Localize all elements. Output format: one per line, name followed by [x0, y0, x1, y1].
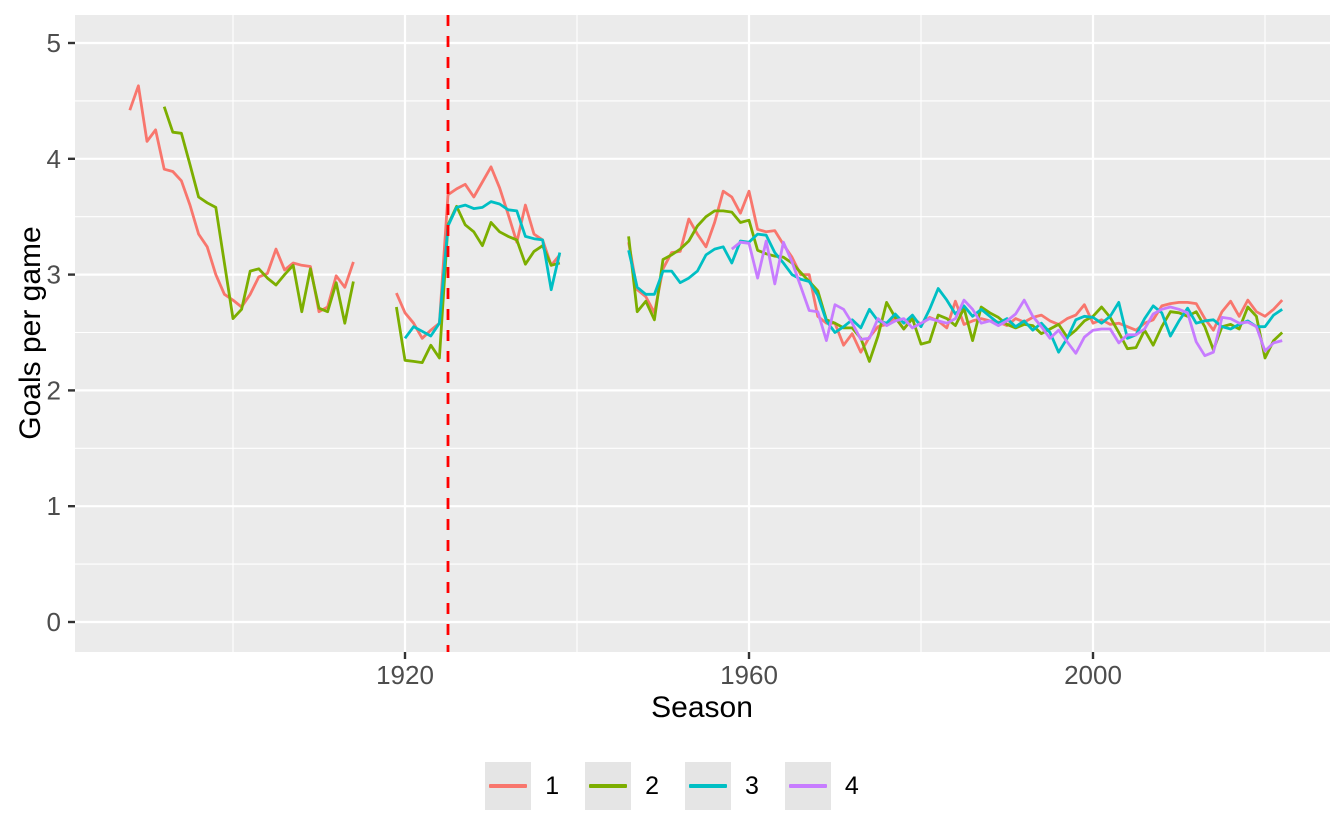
series-2-line [395, 204, 561, 365]
legend-key-swatch-3 [685, 762, 731, 810]
legend-key-swatch-2 [585, 762, 632, 810]
x-tick-label-1920: 1920 [376, 660, 434, 690]
axis-tick-marks [68, 41, 1095, 659]
x-tick-label-1960: 1960 [720, 660, 778, 690]
legend-label-3: 3 [745, 772, 759, 800]
legend-item-3: 3 [685, 762, 759, 810]
series-2-line [627, 209, 1284, 363]
series-4-line [730, 239, 1283, 358]
legend: 1 2 3 4 [0, 762, 1344, 810]
legend-key-swatch-4 [784, 762, 831, 810]
minor-gridlines [75, 15, 1330, 652]
goals-per-game-chart: 1920 1960 2000 0 1 2 3 4 5 Season Goals per gam… [14, 15, 1330, 724]
series-1-line [395, 165, 561, 340]
series-lines [128, 84, 1284, 365]
legend-item-4: 4 [784, 762, 859, 810]
legend-label-1: 1 [545, 772, 560, 800]
series-1-line [627, 189, 1284, 354]
series-3-line [403, 200, 562, 340]
y-axis-title: Goals per game [14, 226, 47, 439]
x-axis-title: Season [651, 691, 753, 724]
legend-label-4: 4 [844, 772, 859, 800]
y-tick-label-1: 1 [47, 491, 61, 521]
y-axis-tick-labels: 0 1 2 3 4 5 [47, 28, 61, 637]
x-tick-label-2000: 2000 [1064, 660, 1122, 690]
y-tick-label-0: 0 [47, 607, 61, 637]
y-tick-label-3: 3 [47, 260, 61, 290]
series-3-line [627, 232, 1283, 354]
series-2-line [162, 106, 355, 325]
legend-item-2: 2 [585, 762, 659, 810]
legend-key-line-2 [589, 784, 628, 788]
legend-key-line-1 [489, 784, 528, 788]
legend-key-line-3 [689, 784, 727, 788]
y-tick-label-5: 5 [47, 28, 61, 58]
legend-label-2: 2 [645, 772, 659, 800]
x-axis-tick-labels: 1920 1960 2000 [376, 660, 1122, 690]
legend-key-line-4 [788, 784, 827, 788]
legend-key-swatch-1 [485, 762, 532, 810]
y-tick-label-4: 4 [47, 144, 61, 174]
legend-item-1: 1 [485, 762, 559, 810]
y-tick-label-2: 2 [47, 375, 61, 405]
